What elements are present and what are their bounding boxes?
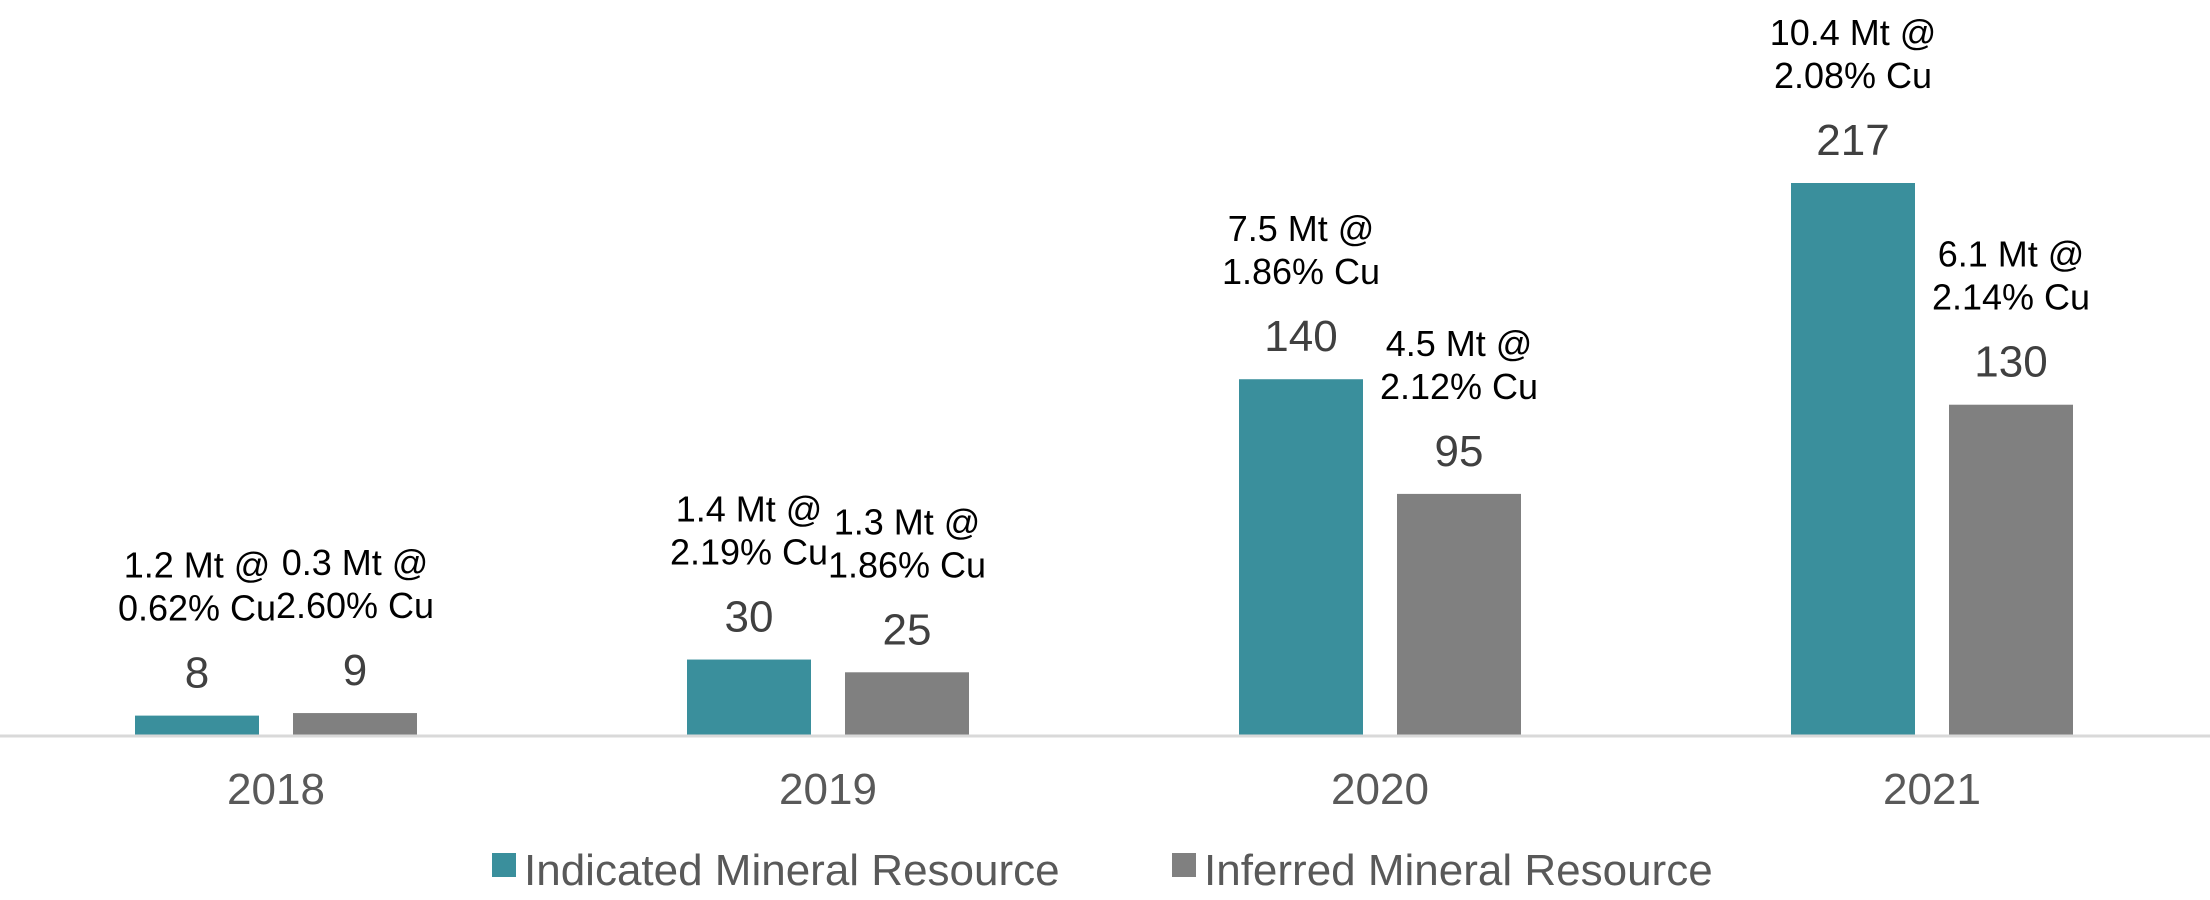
annotation-grade-inferred-mineral-resource-2019: 1.86% Cu: [828, 544, 986, 585]
bar-inferred-mineral-resource-2019: [845, 672, 969, 736]
data-label-indicated-mineral-resource-2020: 140: [1264, 312, 1337, 361]
bar-inferred-mineral-resource-2018: [293, 713, 417, 736]
bar-inferred-mineral-resource-2021: [1949, 404, 2073, 736]
x-tick-label-2019: 2019: [779, 765, 877, 814]
data-label-inferred-mineral-resource-2019: 25: [883, 605, 932, 654]
bar-indicated-mineral-resource-2019: [687, 659, 811, 736]
annotation-tonnage-indicated-mineral-resource-2019: 1.4 Mt @: [676, 489, 823, 530]
legend: Indicated Mineral Resource Inferred Miner…: [492, 846, 1713, 895]
annotation-grade-indicated-mineral-resource-2018: 0.62% Cu: [118, 588, 276, 629]
annotation-grade-inferred-mineral-resource-2018: 2.60% Cu: [276, 585, 434, 626]
data-label-indicated-mineral-resource-2018: 8: [185, 649, 209, 698]
annotation-tonnage-inferred-mineral-resource-2021: 6.1 Mt @: [1938, 234, 2085, 275]
bars-layer: [135, 183, 2073, 736]
x-tick-label-2020: 2020: [1331, 765, 1429, 814]
data-label-inferred-mineral-resource-2020: 95: [1435, 427, 1484, 476]
bar-indicated-mineral-resource-2021: [1791, 183, 1915, 736]
legend-label-inferred-mineral-resource: Inferred Mineral Resource: [1204, 846, 1713, 895]
bar-inferred-mineral-resource-2020: [1397, 493, 1521, 736]
data-label-inferred-mineral-resource-2018: 9: [343, 646, 367, 695]
bar-indicated-mineral-resource-2020: [1239, 379, 1363, 736]
legend-label-indicated-mineral-resource: Indicated Mineral Resource: [524, 846, 1060, 895]
legend-swatch-inferred-mineral-resource: [1172, 853, 1196, 877]
annotation-grade-indicated-mineral-resource-2020: 1.86% Cu: [1222, 251, 1380, 292]
labels-layer: 8 1.2 Mt @0.62% Cu 9 0.3 Mt @2.60% Cu 2018 30…: [118, 12, 2090, 814]
annotation-grade-indicated-mineral-resource-2019: 2.19% Cu: [670, 532, 828, 573]
annotation-grade-inferred-mineral-resource-2020: 2.12% Cu: [1380, 366, 1538, 407]
annotation-tonnage-indicated-mineral-resource-2020: 7.5 Mt @: [1228, 208, 1375, 249]
annotation-grade-indicated-mineral-resource-2021: 2.08% Cu: [1774, 55, 1932, 96]
data-label-indicated-mineral-resource-2019: 30: [725, 593, 774, 642]
legend-swatch-indicated-mineral-resource: [492, 853, 516, 877]
data-label-inferred-mineral-resource-2021: 130: [1974, 338, 2047, 387]
annotation-tonnage-inferred-mineral-resource-2019: 1.3 Mt @: [834, 501, 981, 542]
annotation-tonnage-indicated-mineral-resource-2021: 10.4 Mt @: [1770, 12, 1937, 53]
x-tick-label-2018: 2018: [227, 765, 325, 814]
bar-indicated-mineral-resource-2018: [135, 715, 259, 736]
x-tick-label-2021: 2021: [1883, 765, 1981, 814]
annotation-tonnage-inferred-mineral-resource-2020: 4.5 Mt @: [1386, 323, 1533, 364]
annotation-grade-inferred-mineral-resource-2021: 2.14% Cu: [1932, 277, 2090, 318]
data-label-indicated-mineral-resource-2021: 217: [1816, 116, 1889, 165]
annotation-tonnage-inferred-mineral-resource-2018: 0.3 Mt @: [282, 542, 429, 583]
annotation-tonnage-indicated-mineral-resource-2018: 1.2 Mt @: [124, 545, 271, 586]
